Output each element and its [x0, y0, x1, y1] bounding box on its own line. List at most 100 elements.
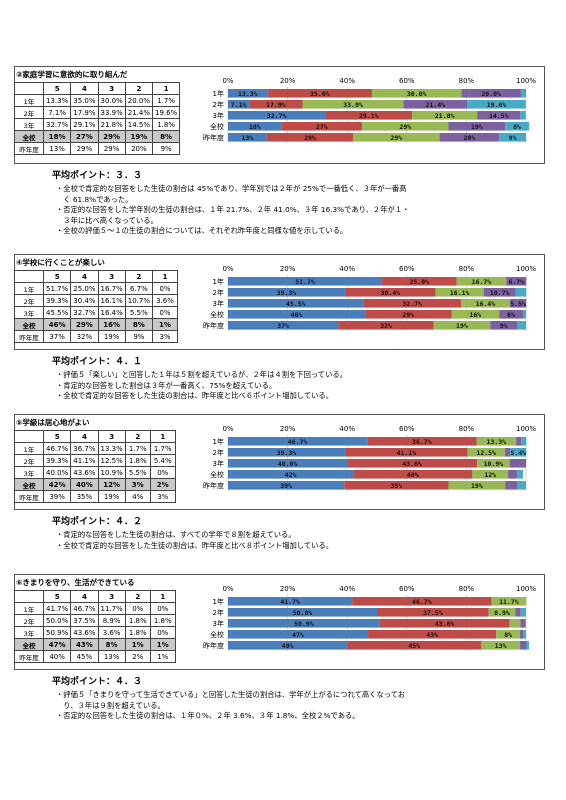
table-cell: 10.9% — [97, 466, 126, 479]
bar-segment — [338, 321, 434, 330]
bar-segment — [448, 481, 506, 490]
data-label: 8.9% — [494, 609, 510, 617]
table-cell: 39.3% — [42, 454, 72, 467]
table-cell: 2% — [149, 478, 176, 491]
table-row: 2年 7.1% 17.9% 33.9% 21.4% 19.6% — [14, 106, 181, 119]
data-table: 5 4 3 2 1 1年 41.7% 46.7% 11.7% 0% 0% 2年 50.0% 37.5% 8.… — [14, 590, 176, 663]
data-label: 32.7% — [267, 112, 287, 120]
data-label: 27% — [316, 123, 328, 131]
table-row: 2年 39.3% 41.1% 12.5% 1.8% 5.4% — [14, 454, 176, 467]
bar-segment — [491, 597, 527, 606]
chart-svg: 0% 20% 40% 60% 80% 100% 1年 46.7% 36.7% 13.3% 2年 39.… — [203, 425, 536, 491]
category-label: 全校 — [210, 310, 224, 319]
table-cell: 29.1% — [70, 118, 99, 131]
table-cell: 20% — [124, 142, 154, 155]
table-row: 1年 46.7% 36.7% 13.3% 1.7% 1.7% — [14, 442, 176, 455]
table-row: 2年 50.0% 37.5% 8.9% 1.8% 1.8% — [14, 614, 176, 627]
table-cell: 13.3% — [42, 94, 72, 107]
header-cell: 5 — [42, 590, 72, 603]
chart-svg: 0% 20% 40% 60% 80% 100% 1年 41.7% 46.7% 11.7% 2年 50.… — [203, 585, 536, 651]
data-label: 50.0% — [293, 609, 313, 617]
data-label: 12.5% — [476, 449, 496, 457]
table-cell: 0% — [152, 282, 178, 295]
bar-segment — [377, 608, 489, 617]
bar-segment — [228, 459, 348, 468]
notes: ・全校で肯定的な回答をした生徒の割合は 45%であり、学年別では２年が 25%で… — [56, 184, 536, 237]
table-cell: 1.8% — [124, 626, 151, 639]
stacked-bar-chart: 0% 20% 40% 60% 80% 100% 1年 51.7% 25.0% 16.7% 6.7% 2… — [203, 264, 536, 332]
table-cell: 12.5% — [97, 454, 126, 467]
axis-tick-label: 40% — [339, 265, 355, 273]
bar-segment — [472, 470, 509, 479]
table-cell: 19% — [124, 130, 154, 143]
data-label: 50.9% — [294, 620, 314, 628]
table-cell: 50.9% — [42, 626, 72, 639]
table-cell: 1.8% — [149, 614, 176, 627]
axis-tick-label: 80% — [459, 425, 475, 433]
table-cell: 8% — [151, 130, 181, 143]
row-label: 2年 — [14, 454, 44, 467]
table-cell: 25.0% — [70, 282, 99, 295]
bar-segment — [520, 619, 526, 628]
row-label: 昨年度 — [14, 490, 44, 503]
table-cell: 1% — [149, 650, 176, 663]
bar-segment — [508, 470, 518, 479]
bar-segment — [228, 641, 348, 650]
bar-segment — [412, 111, 478, 120]
category-label: 3年 — [213, 619, 224, 628]
table-row: 全校 46% 29% 16% 8% 1% — [14, 318, 178, 331]
bar-segment — [368, 630, 497, 639]
data-label: 19% — [471, 482, 483, 490]
table-cell: 21.8% — [97, 118, 126, 131]
table-cell: 0% — [149, 466, 176, 479]
table-cell: 0% — [124, 602, 151, 615]
table-cell: 16.4% — [97, 306, 126, 319]
table-cell: 3% — [149, 490, 176, 503]
table-row: 1年 13.3% 35.0% 30.0% 20.0% 1.7% — [14, 94, 181, 107]
data-label: 16.7% — [472, 278, 492, 286]
average-text: 平均ポイント：４．２ — [52, 517, 143, 527]
category-label: 1年 — [213, 597, 224, 606]
row-label: 3年 — [14, 306, 44, 319]
category-label: 3年 — [213, 459, 224, 468]
table-cell: 16.1% — [97, 294, 126, 307]
table-cell: 45% — [70, 650, 99, 663]
table-cell: 1.8% — [151, 118, 181, 131]
bar-segment — [451, 310, 500, 319]
table-cell: 47% — [42, 638, 72, 651]
table-row: 3年 50.9% 43.6% 3.6% 1.8% 0% — [14, 626, 176, 639]
bar-segment — [403, 100, 468, 109]
header-cell: 1 — [149, 590, 176, 603]
bar-segment — [448, 122, 506, 131]
row-label: 昨年度 — [14, 650, 44, 663]
bar-segment — [228, 481, 345, 490]
data-label: 29.1% — [359, 112, 379, 120]
data-label: 32.7% — [403, 300, 423, 308]
table-row: 1年 51.7% 25.0% 16.7% 6.7% 0% — [14, 282, 178, 295]
data-label: 41.7% — [280, 598, 300, 606]
table-row: 全校 47% 43% 8% 1% 1% — [14, 638, 176, 651]
header-cell: 4 — [70, 82, 99, 95]
section-title: ⑤学級は居心地がよい — [16, 418, 90, 427]
axis-tick-label: 0% — [222, 265, 233, 273]
data-label: 8% — [513, 123, 521, 131]
header-cell: 2 — [124, 270, 154, 283]
bar-segment — [266, 133, 354, 142]
bar-segment — [520, 608, 526, 617]
bar-segment — [520, 630, 524, 639]
bar-segment — [281, 122, 363, 131]
bar-segment — [228, 310, 366, 319]
table-cell: 5.4% — [149, 454, 176, 467]
data-label: 21.4% — [426, 101, 446, 109]
table-cell: 39% — [42, 490, 72, 503]
axis-tick-label: 100% — [516, 585, 536, 593]
bar-segment — [477, 459, 510, 468]
table-cell: 2% — [124, 650, 151, 663]
data-label: 33.9% — [343, 101, 363, 109]
data-label: 30.4% — [381, 289, 401, 297]
data-label: 14.5% — [489, 112, 509, 120]
row-label: 全校 — [14, 318, 44, 331]
bar-segment — [523, 310, 526, 319]
row-label: 1年 — [14, 94, 44, 107]
